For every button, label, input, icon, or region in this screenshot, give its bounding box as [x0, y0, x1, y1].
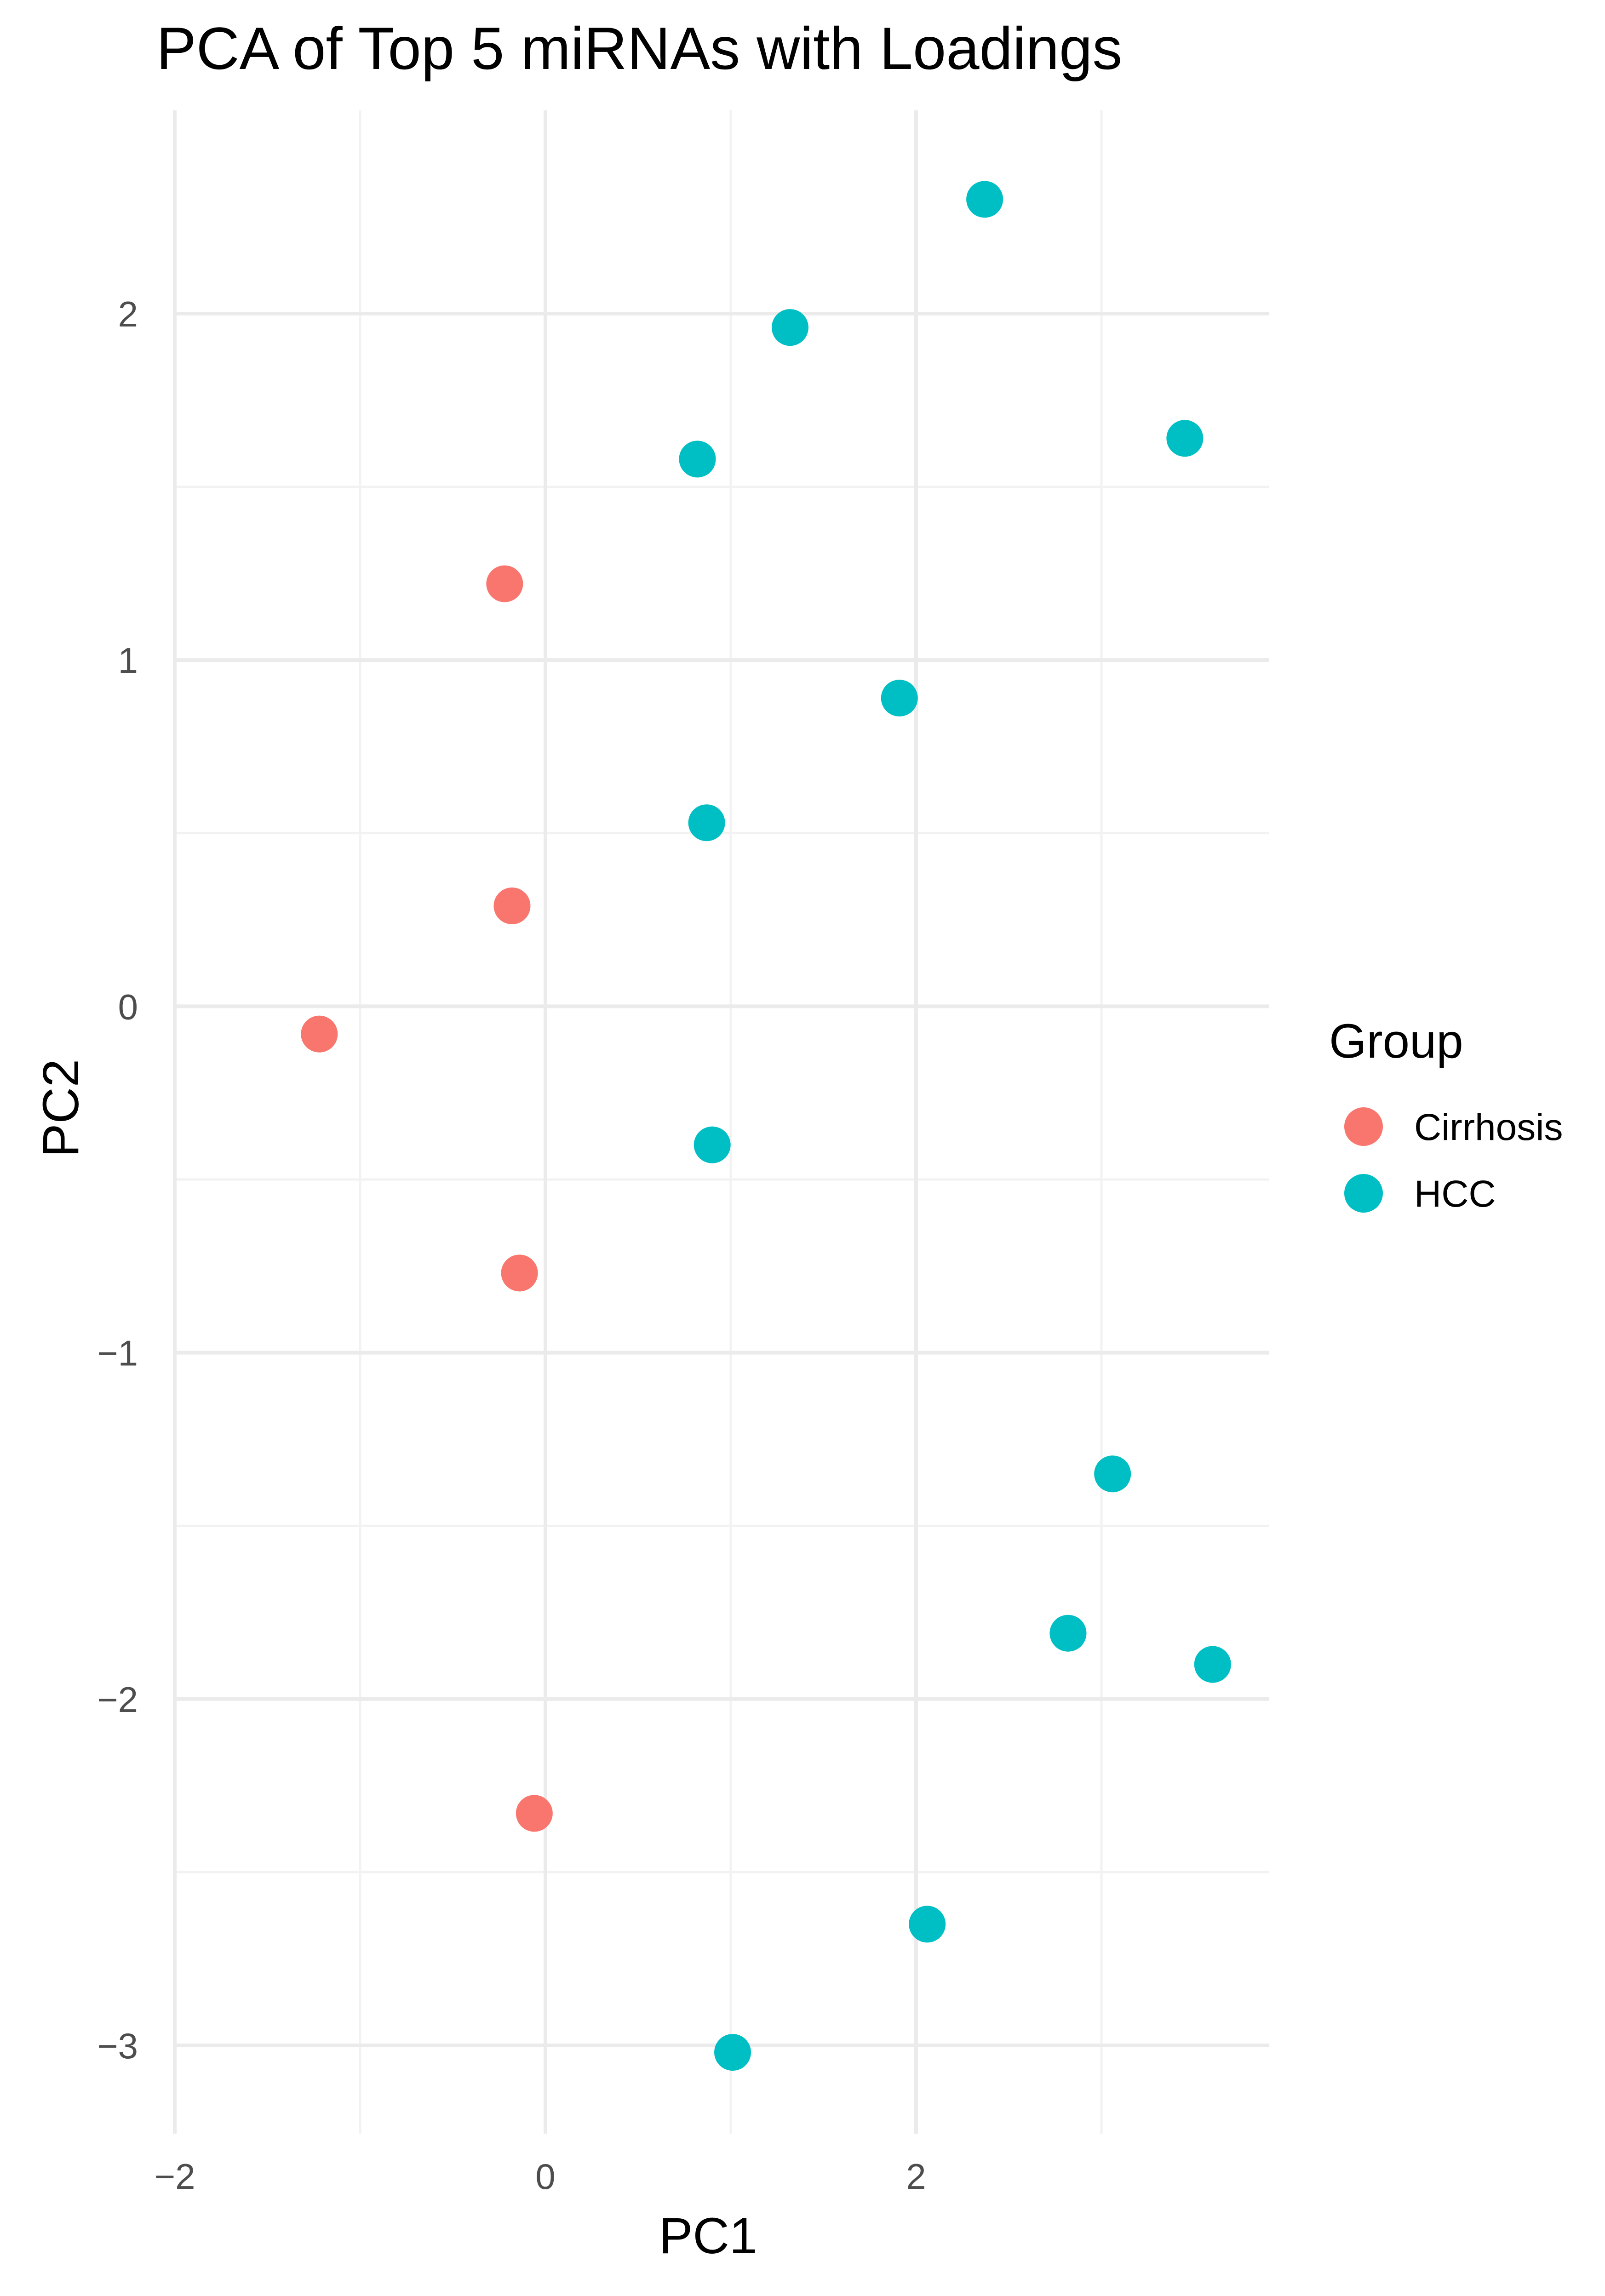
legend-label-hcc: HCC — [1414, 1173, 1496, 1215]
point-hcc — [771, 309, 808, 346]
point-hcc — [1166, 420, 1204, 457]
point-hcc — [1094, 1455, 1131, 1493]
y-tick-label: −3 — [97, 2026, 138, 2066]
point-cirrhosis — [493, 887, 531, 924]
legend-label-cirrhosis: Cirrhosis — [1414, 1106, 1563, 1148]
point-hcc — [881, 680, 918, 717]
legend-items: Cirrhosis HCC — [1344, 1106, 1563, 1215]
points-layer — [301, 181, 1231, 2071]
x-tick-label: −2 — [155, 2156, 195, 2197]
x-tick-label: 0 — [535, 2156, 555, 2197]
legend-key-hcc — [1344, 1174, 1383, 1213]
x-tick-labels: −2 0 2 — [155, 2156, 926, 2197]
legend: Group Cirrhosis HCC — [1329, 1014, 1563, 1215]
point-cirrhosis — [501, 1254, 538, 1292]
legend-title: Group — [1329, 1014, 1463, 1068]
point-hcc — [714, 2034, 751, 2071]
point-hcc — [679, 441, 716, 478]
y-tick-label: −2 — [97, 1679, 138, 1720]
point-hcc — [688, 804, 725, 842]
point-hcc — [1194, 1646, 1231, 1683]
y-tick-labels: −3 −2 −1 0 1 2 — [97, 294, 138, 2066]
point-hcc — [694, 1126, 731, 1163]
y-tick-label: −1 — [97, 1333, 138, 1374]
legend-key-cirrhosis — [1344, 1107, 1383, 1146]
point-cirrhosis — [301, 1015, 338, 1053]
x-axis-title: PC1 — [659, 2208, 757, 2264]
point-hcc — [909, 1906, 946, 1943]
y-tick-label: 0 — [118, 986, 138, 1027]
point-hcc — [966, 181, 1003, 218]
y-tick-label: 2 — [118, 294, 138, 334]
point-hcc — [1049, 1615, 1087, 1652]
y-tick-label: 1 — [118, 640, 138, 681]
x-tick-label: 2 — [906, 2156, 926, 2197]
chart-title: PCA of Top 5 miRNAs with Loadings — [156, 15, 1122, 82]
grid-layer — [173, 110, 1269, 2134]
y-axis-title: PC2 — [33, 1059, 89, 1157]
point-cirrhosis — [486, 565, 523, 602]
point-cirrhosis — [516, 1795, 553, 1832]
